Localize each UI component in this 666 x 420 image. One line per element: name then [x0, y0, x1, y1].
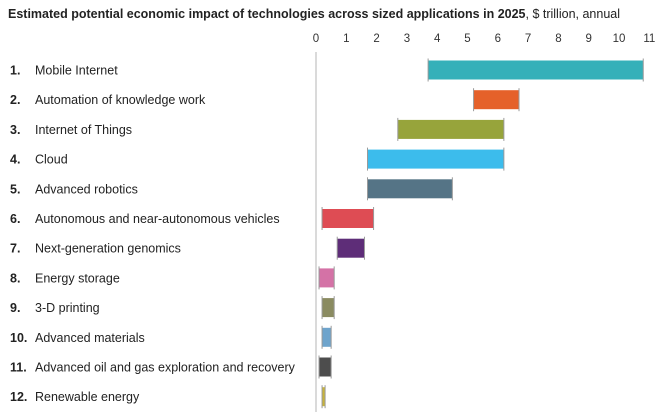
- x-tick-label: 10: [613, 33, 626, 45]
- bar: [397, 119, 504, 139]
- x-tick-label: 4: [434, 33, 441, 45]
- category-label: Advanced oil and gas exploration and rec…: [35, 361, 296, 375]
- bar: [473, 90, 520, 110]
- category-rank: 3.: [10, 123, 20, 137]
- bar: [319, 357, 332, 377]
- category-rank: 5.: [10, 182, 20, 196]
- chart-title-text: Estimated potential economic impact of t…: [8, 7, 526, 21]
- x-tick-label: 3: [404, 33, 410, 45]
- category-label: 3-D printing: [35, 301, 100, 315]
- category-label: Next-generation genomics: [35, 242, 181, 256]
- category-rank: 1.: [10, 64, 20, 78]
- bar: [367, 179, 453, 199]
- category-label: Advanced materials: [35, 331, 145, 345]
- category-rank: 8.: [10, 271, 20, 285]
- category-rank: 12.: [10, 390, 27, 404]
- category-rank: 6.: [10, 212, 20, 226]
- bar: [322, 387, 326, 407]
- bar: [337, 238, 365, 258]
- bar: [322, 327, 332, 347]
- x-tick-label: 0: [313, 33, 319, 45]
- category-label: Internet of Things: [35, 123, 132, 137]
- category-rank: 7.: [10, 242, 20, 256]
- chart-subtitle: , $ trillion, annual: [525, 7, 621, 21]
- bar: [319, 268, 335, 288]
- x-tick-label: 1: [343, 33, 349, 45]
- x-tick-label: 5: [464, 33, 470, 45]
- category-label: Automation of knowledge work: [35, 93, 206, 107]
- category-label: Renewable energy: [35, 390, 140, 404]
- x-tick-label: 11: [643, 33, 655, 45]
- bar: [322, 209, 374, 228]
- x-tick-label: 7: [525, 33, 531, 45]
- category-label: Cloud: [35, 153, 68, 167]
- x-tick-label: 9: [585, 33, 591, 45]
- category-label: Autonomous and near-autonomous vehicles: [35, 212, 280, 226]
- x-tick-label: 2: [373, 33, 379, 45]
- category-label: Energy storage: [35, 271, 120, 285]
- chart-title: Estimated potential economic impact of t…: [8, 7, 620, 21]
- category-rank: 9.: [10, 301, 20, 315]
- category-rank: 4.: [10, 153, 20, 167]
- category-label: Advanced robotics: [35, 182, 138, 196]
- x-tick-label: 6: [495, 33, 501, 45]
- category-rank: 2.: [10, 93, 20, 107]
- category-label: Mobile Internet: [35, 64, 118, 78]
- bar: [428, 60, 644, 80]
- bar: [322, 298, 335, 318]
- category-rank: 11.: [10, 361, 27, 375]
- x-tick-label: 8: [555, 33, 561, 45]
- category-rank: 10.: [10, 331, 27, 345]
- bar: [367, 149, 504, 169]
